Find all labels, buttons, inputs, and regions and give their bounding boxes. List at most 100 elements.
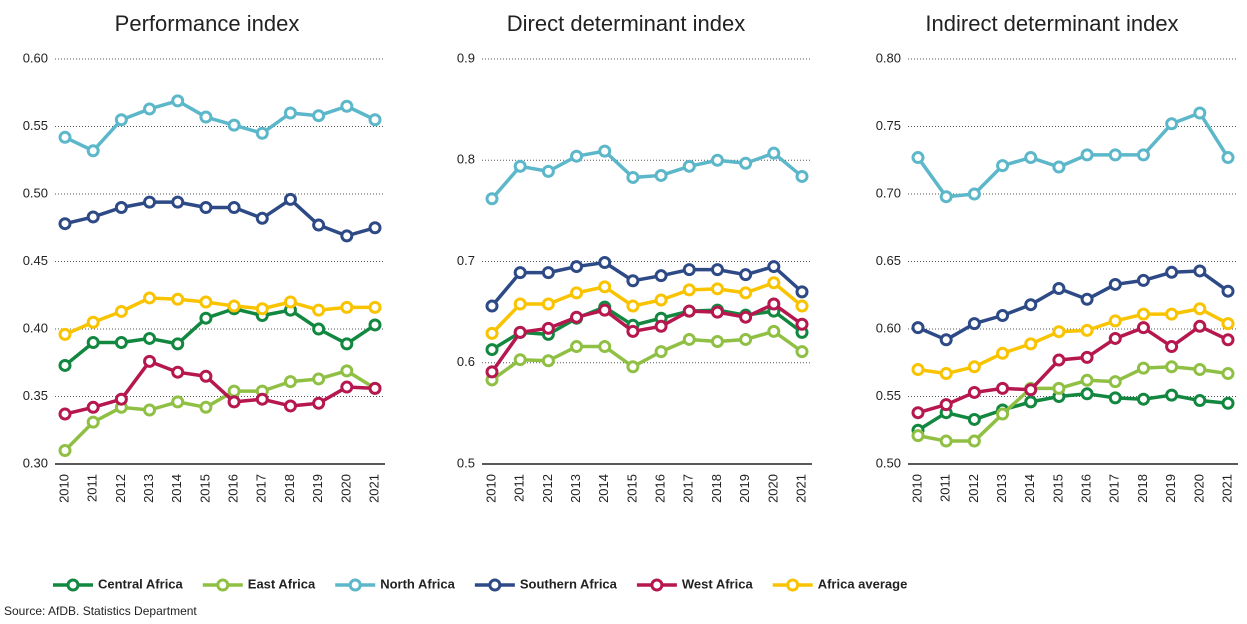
data-point (227, 201, 241, 214)
data-point (1221, 284, 1235, 298)
x-tick-label: 2010 (483, 474, 498, 503)
series-line (64, 197, 376, 238)
y-tick-label: 0.6 (457, 354, 475, 369)
data-point (368, 318, 382, 332)
data-point (541, 266, 555, 280)
y-tick-label: 0.60 (23, 50, 48, 65)
x-tick-label: 2020 (1191, 474, 1206, 503)
data-point (368, 300, 382, 314)
data-point (1052, 160, 1066, 174)
y-tick-label: 0.55 (23, 118, 48, 133)
data-point (996, 159, 1010, 173)
data-point (513, 325, 527, 339)
data-point (1136, 392, 1150, 406)
x-tick-label: 2012 (540, 474, 555, 503)
x-tick-label: 2019 (737, 474, 752, 503)
data-point (1108, 375, 1122, 389)
data-point (485, 326, 499, 340)
x-tick-label: 2014 (169, 474, 184, 503)
data-point (767, 146, 781, 160)
data-point (795, 169, 809, 183)
data-point (312, 109, 326, 123)
legend-label: East Africa (248, 576, 316, 591)
legend-marker (348, 578, 362, 592)
data-point (1221, 317, 1235, 331)
data-point (485, 299, 499, 313)
x-tick-label: 2020 (338, 474, 353, 503)
series-line (490, 281, 804, 335)
legend-label: West Africa (682, 576, 754, 591)
data-point (1221, 367, 1235, 381)
data-point (1052, 381, 1066, 395)
data-point (199, 369, 213, 383)
data-point (227, 118, 241, 132)
data-point (58, 407, 72, 421)
data-point (1221, 151, 1235, 165)
data-point (143, 331, 157, 345)
y-tick-label: 0.65 (876, 253, 901, 268)
data-point (1193, 319, 1207, 333)
x-tick-label: 2014 (596, 474, 611, 503)
x-tick-label: 2019 (1163, 474, 1178, 503)
data-point (114, 392, 128, 406)
x-tick-label: 2013 (141, 474, 156, 503)
source: Source: AfDB. Statistics Department (4, 604, 197, 618)
legend-marker (650, 578, 664, 592)
data-point (1024, 151, 1038, 165)
data-point (570, 149, 584, 163)
data-point (340, 364, 354, 378)
data-point (911, 406, 925, 420)
x-tick-label: 2011 (512, 474, 527, 502)
data-point (199, 295, 213, 309)
data-point (1136, 148, 1150, 162)
data-point (513, 353, 527, 367)
data-point (1108, 148, 1122, 162)
data-point (939, 333, 953, 347)
series-line (917, 392, 1229, 432)
data-point (368, 113, 382, 127)
data-point (570, 286, 584, 300)
data-point (767, 297, 781, 311)
data-point (710, 334, 724, 348)
series-line (490, 260, 804, 308)
x-tick-label: 2015 (624, 474, 639, 503)
data-point (795, 345, 809, 359)
data-point (967, 412, 981, 426)
data-point (255, 126, 269, 140)
data-point (1165, 360, 1179, 374)
data-point (598, 303, 612, 317)
data-point (1024, 337, 1038, 351)
series-line (490, 149, 804, 200)
data-point (1136, 361, 1150, 375)
data-point (541, 354, 555, 368)
data-point (1108, 391, 1122, 405)
y-tick-label: 0.45 (23, 253, 48, 268)
data-point (967, 187, 981, 201)
y-tick-label: 0.50 (876, 455, 901, 470)
data-point (626, 274, 640, 288)
data-point (710, 282, 724, 296)
data-point (1052, 325, 1066, 339)
series-line (63, 307, 376, 367)
data-point (143, 403, 157, 417)
data-point (368, 381, 382, 395)
data-point (143, 291, 157, 305)
data-point (340, 229, 354, 243)
data-point (1165, 117, 1179, 131)
data-point (283, 192, 297, 206)
chart-title: Indirect determinant index (925, 11, 1178, 36)
data-point (171, 365, 185, 379)
data-point (1193, 264, 1207, 278)
x-tick-label: 2021 (1219, 474, 1234, 503)
data-point (767, 276, 781, 290)
data-point (1024, 395, 1038, 409)
x-tick-label: 2012 (113, 474, 128, 503)
legend-label: Southern Africa (520, 576, 618, 591)
data-point (312, 396, 326, 410)
x-tick-label: 2012 (966, 474, 981, 503)
data-point (1165, 340, 1179, 354)
data-point (86, 315, 100, 329)
data-point (1193, 394, 1207, 408)
data-point (1193, 106, 1207, 120)
data-point (86, 210, 100, 224)
